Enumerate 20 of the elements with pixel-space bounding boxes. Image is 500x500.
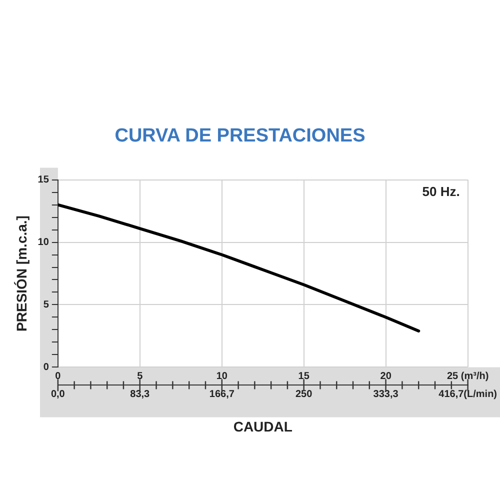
x2-tick-label: 83,3 xyxy=(130,388,150,400)
y-axis-title: PRESIÓN [m.c.a.] xyxy=(13,216,30,332)
x-tick-label: 25 (m³/h) xyxy=(446,370,489,382)
x-tick-label: 5 xyxy=(137,370,144,382)
x2-tick-label: 250 xyxy=(296,388,313,400)
y-tick-label: 10 xyxy=(38,237,50,248)
x-tick-label: 15 xyxy=(298,370,310,382)
x2-tick-label: 0,0 xyxy=(50,388,66,400)
chart-title: CURVA DE PRESTACIONES xyxy=(114,126,366,147)
x-axis-title: CAUDAL xyxy=(233,418,293,434)
x-tick-label: 10 xyxy=(216,370,228,382)
y-tick-label: 0 xyxy=(43,362,50,373)
x2-tick-label: 333,3 xyxy=(373,388,399,400)
x2-tick-label: 416,7(L/min) xyxy=(438,388,498,400)
x-tick-label: 0 xyxy=(55,370,62,382)
y-tick-label: 5 xyxy=(43,299,50,310)
annotation: 50 Hz. xyxy=(422,184,460,199)
x-tick-label: 20 xyxy=(380,370,392,382)
y-tick-label: 15 xyxy=(38,174,50,186)
x2-tick-label: 166,7 xyxy=(209,388,235,400)
